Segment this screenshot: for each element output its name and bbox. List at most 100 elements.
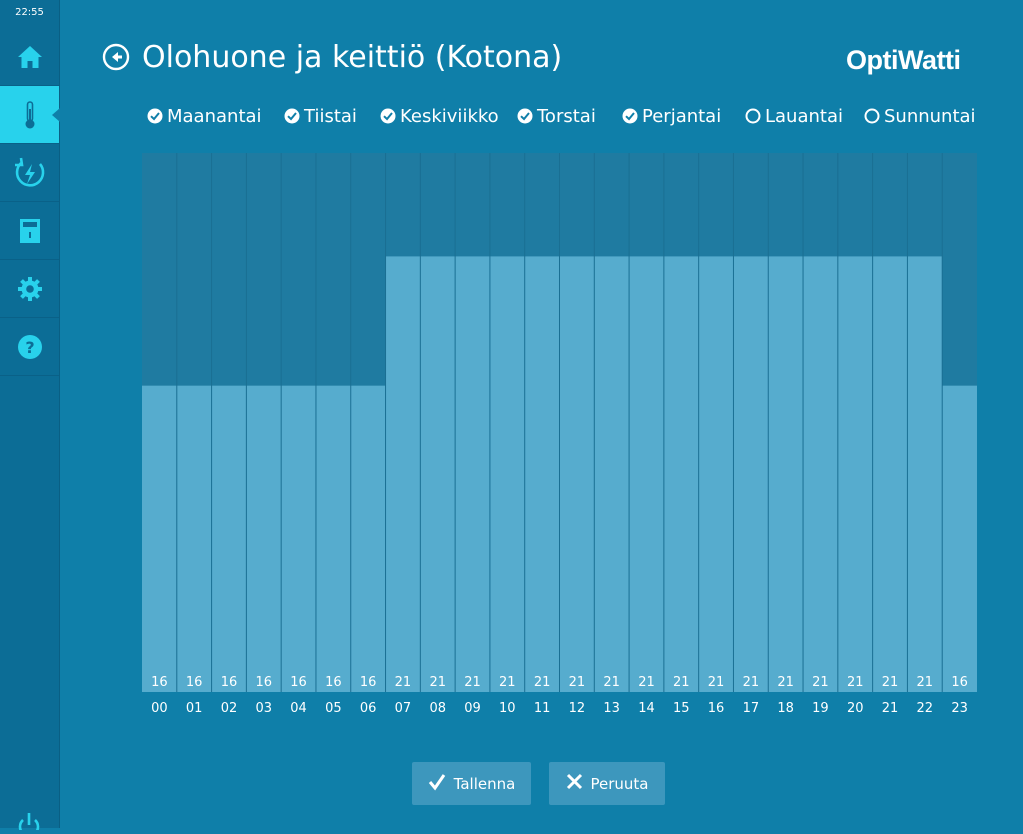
value-strip	[246, 670, 282, 692]
hour-tick-label: 21	[882, 701, 899, 716]
temperature-bar[interactable]	[385, 256, 421, 670]
hour-tick-label: 00	[151, 701, 168, 716]
device-icon	[19, 218, 41, 244]
value-label: 21	[464, 675, 481, 690]
value-label: 16	[360, 675, 377, 690]
back-icon[interactable]	[102, 43, 130, 75]
temperature-bar[interactable]	[315, 385, 351, 670]
checkmark-icon	[428, 773, 446, 795]
unchecked-circle-icon	[745, 108, 761, 124]
temperature-bar[interactable]	[142, 385, 177, 670]
temperature-bar[interactable]	[524, 256, 560, 670]
day-label: Sunnuntai	[884, 105, 976, 127]
temperature-bar[interactable]	[350, 385, 386, 670]
nav-energy[interactable]	[0, 144, 59, 202]
temperature-bar[interactable]	[489, 256, 525, 670]
temperature-bar[interactable]	[872, 256, 908, 670]
checked-circle-icon	[517, 108, 533, 124]
value-label: 21	[812, 675, 829, 690]
day-toggle[interactable]: Perjantai	[622, 104, 721, 128]
temperature-bar[interactable]	[803, 256, 838, 670]
value-strip	[315, 670, 351, 692]
value-strip	[385, 670, 421, 692]
value-strip	[281, 670, 316, 692]
checked-circle-icon	[284, 108, 300, 124]
value-strip	[420, 670, 456, 692]
hour-tick-label: 05	[325, 701, 342, 716]
value-label: 21	[708, 675, 725, 690]
hour-tick-label: 04	[290, 701, 307, 716]
value-strip	[629, 670, 664, 692]
value-strip	[733, 670, 769, 692]
day-label: Maanantai	[167, 105, 262, 127]
value-label: 21	[777, 675, 794, 690]
nav-device[interactable]	[0, 202, 59, 260]
hour-tick-label: 16	[708, 701, 725, 716]
nav-settings[interactable]	[0, 260, 59, 318]
value-strip	[350, 670, 386, 692]
value-label: 16	[951, 675, 968, 690]
temperature-bar[interactable]	[629, 256, 664, 670]
value-strip	[698, 670, 734, 692]
value-label: 16	[325, 675, 342, 690]
day-toggle[interactable]: Lauantai	[745, 104, 843, 128]
cancel-button[interactable]: Peruuta	[549, 762, 665, 805]
temperature-bar[interactable]	[698, 256, 734, 670]
temperature-bar[interactable]	[837, 256, 873, 670]
temperature-bar[interactable]	[420, 256, 456, 670]
value-strip	[768, 670, 804, 692]
hour-tick-label: 02	[221, 701, 238, 716]
value-label: 16	[290, 675, 307, 690]
day-label: Lauantai	[765, 105, 843, 127]
value-strip	[559, 670, 595, 692]
temperature-bar[interactable]	[246, 385, 282, 670]
temperature-bar[interactable]	[663, 256, 699, 670]
temperature-bar[interactable]	[907, 256, 943, 670]
day-label: Perjantai	[642, 105, 722, 127]
hour-tick-label: 23	[951, 701, 968, 716]
temperature-bar[interactable]	[281, 385, 316, 670]
hour-tick-label: 19	[812, 701, 829, 716]
value-label: 21	[499, 675, 516, 690]
temperature-bar[interactable]	[211, 385, 247, 670]
temperature-bar[interactable]	[942, 385, 977, 670]
value-label: 21	[638, 675, 655, 690]
nav-home[interactable]	[0, 28, 59, 86]
power-icon[interactable]	[16, 812, 42, 834]
temperature-bar[interactable]	[733, 256, 769, 670]
temperature-bar[interactable]	[594, 256, 630, 670]
value-strip	[594, 670, 630, 692]
checked-circle-icon	[380, 108, 396, 124]
value-label: 21	[847, 675, 864, 690]
day-toggle[interactable]: Torstai	[517, 104, 596, 128]
value-label: 21	[743, 675, 760, 690]
hour-tick-label: 09	[464, 701, 481, 716]
temperature-bar[interactable]	[176, 385, 212, 670]
hour-tick-label: 17	[743, 701, 760, 716]
save-button[interactable]: Tallenna	[412, 762, 531, 805]
hour-tick-label: 14	[638, 701, 655, 716]
save-label: Tallenna	[453, 774, 516, 793]
hour-tick-label: 18	[777, 701, 794, 716]
help-icon: ?	[17, 334, 43, 360]
day-toggle[interactable]: Sunnuntai	[864, 104, 976, 128]
gear-icon	[17, 276, 43, 302]
nav-temperature[interactable]	[0, 86, 60, 144]
value-label: 21	[395, 675, 412, 690]
brand-logo: OptiWatti	[846, 45, 961, 75]
day-toggle[interactable]: Maanantai	[147, 104, 262, 128]
value-label: 21	[603, 675, 620, 690]
temperature-bar[interactable]	[455, 256, 490, 670]
temperature-bar[interactable]	[768, 256, 804, 670]
checked-circle-icon	[147, 108, 163, 124]
temperature-bar[interactable]	[559, 256, 595, 670]
temperature-schedule-chart[interactable]: 16 00 16 01 16 02 16 03 16 04 16 05 16 06 21 07 21 08 21 09…	[142, 153, 977, 724]
day-toggle[interactable]: Tiistai	[284, 104, 357, 128]
day-toggle[interactable]: Keskiviikko	[380, 104, 499, 128]
value-strip	[524, 670, 560, 692]
hour-tick-label: 08	[429, 701, 446, 716]
value-strip	[837, 670, 873, 692]
thermometer-icon	[23, 100, 37, 130]
value-strip	[142, 670, 177, 692]
nav-help[interactable]: ?	[0, 318, 59, 376]
